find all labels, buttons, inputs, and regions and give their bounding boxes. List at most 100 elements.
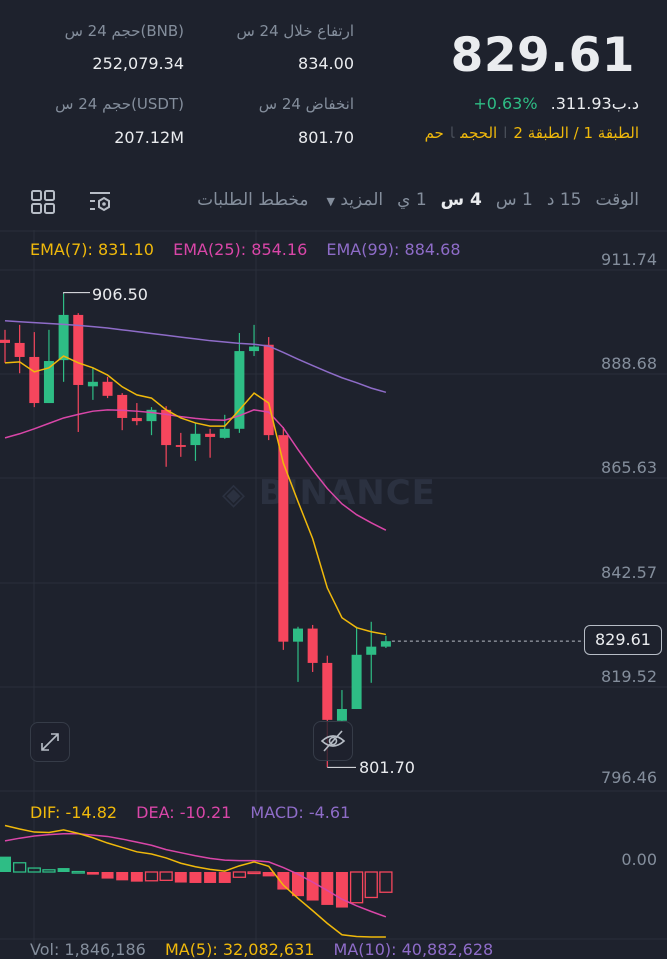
- candle-body: [219, 428, 230, 438]
- candle-body: [249, 346, 260, 352]
- candle-body: [131, 417, 142, 422]
- candle-body: [0, 339, 10, 343]
- candle-body: [146, 409, 157, 422]
- macd-histogram-bar: [101, 872, 114, 879]
- candle-body: [263, 344, 274, 436]
- price-axis-label: 796.46: [601, 768, 657, 787]
- candle-body: [161, 409, 172, 446]
- more-label: المزيد: [340, 190, 384, 210]
- interval-15m[interactable]: 15 د: [546, 190, 582, 210]
- macd-histogram-bar: [0, 856, 11, 872]
- high-marker-label: 906.50: [92, 285, 148, 304]
- macd-legend: DIF: -14.82 DEA: -10.21 MACD: -4.61: [30, 803, 364, 822]
- ema25-line: [4, 409, 387, 531]
- price-axis-label: 888.68: [601, 354, 657, 373]
- grid-layout-icon[interactable]: [29, 188, 57, 216]
- candle-body: [307, 628, 318, 663]
- candle-body: [87, 381, 98, 387]
- macd-histogram-bar: [27, 867, 41, 873]
- macd-histogram-bar: [57, 868, 70, 872]
- macd-histogram-bar: [189, 872, 202, 883]
- macd-histogram-bar: [379, 871, 393, 893]
- macd-histogram-bar: [204, 872, 217, 883]
- candle-body: [175, 445, 186, 447]
- candle-body: [190, 433, 201, 446]
- ema7-line: [4, 355, 387, 636]
- macd-histogram-bar: [349, 871, 364, 904]
- macd-histogram-bar: [12, 862, 27, 873]
- vol-ma10-legend: MA(10): 40,882,628: [333, 940, 494, 959]
- macd-histogram-bar: [232, 871, 247, 878]
- dea-legend: DEA: -10.21: [136, 803, 232, 822]
- vol-legend: Vol: 1,846,186: [30, 940, 146, 959]
- fiat-price: .د.ب311.93: [550, 94, 639, 113]
- ema7-legend: EMA(7): 831.10: [30, 240, 154, 259]
- current-price-tag[interactable]: 829.61: [584, 625, 662, 655]
- macd-histogram-bar: [364, 871, 378, 899]
- price-axis-label: 865.63: [601, 458, 657, 477]
- candle-body: [366, 646, 377, 655]
- macd-histogram-bar: [218, 872, 231, 883]
- macd-histogram-bar: [130, 872, 143, 882]
- macd-histogram-bar: [71, 870, 85, 874]
- candle-body: [351, 654, 362, 710]
- fiat-change-row: +0.63% .د.ب311.93: [473, 94, 639, 113]
- macd-histogram-bar: [144, 871, 159, 882]
- depth-chart-tab[interactable]: مخطط الطلبات: [197, 190, 309, 210]
- interval-4h[interactable]: 4 س: [440, 190, 482, 210]
- candle-body: [102, 381, 113, 396]
- low-24h-value: 801.70: [298, 128, 354, 147]
- ema-legend: EMA(7): 831.10 EMA(25): 854.16 EMA(99): …: [30, 240, 475, 259]
- fullscreen-button[interactable]: [30, 722, 70, 762]
- interval-1h[interactable]: 1 س: [495, 190, 533, 210]
- more-dropdown[interactable]: المزيد ▼: [322, 190, 383, 210]
- macd-axis-label: 0.00: [621, 850, 657, 869]
- low-marker-label: 801.70: [359, 758, 415, 777]
- dif-legend: DIF: -14.82: [30, 803, 118, 822]
- ema25-legend: EMA(25): 854.16: [173, 240, 308, 259]
- change-percent: +0.63%: [473, 94, 538, 113]
- vol-usdt-label: حجم 24 س(USDT): [55, 95, 184, 113]
- price-axis-label: 819.52: [601, 667, 657, 686]
- macd-histogram-bar: [116, 872, 129, 881]
- last-price: 829.61: [450, 28, 635, 83]
- dea-line: [4, 833, 387, 918]
- high-marker-line: [63, 292, 90, 294]
- candle-body: [58, 314, 69, 361]
- candle-body: [29, 356, 40, 404]
- macd-histogram-bar: [277, 872, 290, 890]
- tag-other[interactable]: حم: [424, 124, 444, 142]
- vol-bnb-value: 252,079.34: [92, 54, 184, 73]
- candle-body: [293, 628, 303, 642]
- candle-body: [278, 435, 289, 642]
- tag-row: الطبقة 1 / الطبقة 2االحجماحم: [424, 124, 639, 142]
- ema99-line: [4, 320, 387, 394]
- macd-histogram-bar: [262, 872, 275, 877]
- macd-value-legend: MACD: -4.61: [250, 803, 351, 822]
- vol-usdt-value: 207.12M: [114, 128, 184, 147]
- macd-histogram-bar: [174, 872, 187, 883]
- vol-ma5-legend: MA(5): 32,082,631: [164, 940, 315, 959]
- tag-layer[interactable]: الطبقة 1 / الطبقة 2: [513, 124, 639, 142]
- candlestick-chart[interactable]: [0, 230, 667, 958]
- price-axis-label: 911.74: [601, 250, 657, 269]
- candle-body: [336, 709, 347, 721]
- macd-histogram-bar: [247, 871, 261, 875]
- interval-1d[interactable]: 1 ي: [397, 190, 427, 210]
- ema99-legend: EMA(99): 884.68: [326, 240, 461, 259]
- expand-icon: [41, 733, 59, 751]
- eye-off-icon: [320, 730, 346, 752]
- interval-toolbar: الوقت 15 د 1 س 4 س 1 ي المزيد ▼ مخطط الط…: [197, 190, 639, 210]
- high-24h-label: ارتفاع خلال 24 س: [236, 22, 354, 40]
- macd-histogram-bar: [42, 869, 56, 873]
- volume-legend: Vol: 1,846,186 MA(5): 32,082,631 MA(10):…: [30, 940, 507, 959]
- indicator-settings-icon[interactable]: [86, 188, 114, 216]
- hide-indicators-button[interactable]: [313, 721, 353, 761]
- macd-histogram-bar: [159, 871, 173, 881]
- dif-line: [4, 824, 386, 938]
- time-tab[interactable]: الوقت: [595, 190, 639, 210]
- high-24h-value: 834.00: [298, 54, 354, 73]
- candle-body: [205, 433, 216, 437]
- caret-down-icon: ▼: [326, 195, 335, 208]
- tag-volume[interactable]: الحجم: [460, 124, 498, 142]
